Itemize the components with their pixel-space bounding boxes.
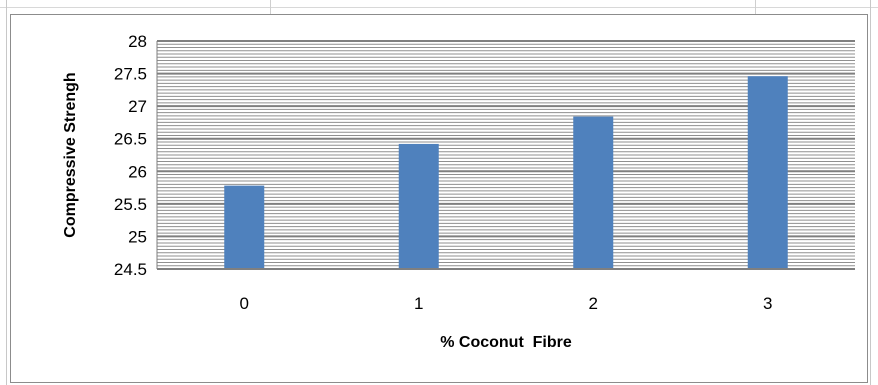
y-tick-label: 24.5 bbox=[114, 260, 147, 279]
document-table-divider bbox=[755, 0, 756, 14]
x-axis-title: % Coconut Fibre bbox=[440, 334, 572, 351]
document-table-divider bbox=[270, 0, 271, 14]
x-tick-labels: 0 1 2 3 bbox=[240, 294, 773, 313]
y-tick-label: 26 bbox=[128, 162, 147, 181]
y-axis-title: Compressive Strengh bbox=[62, 72, 79, 237]
bar-series bbox=[224, 76, 788, 270]
x-tick-label: 1 bbox=[414, 294, 423, 313]
bar-2 bbox=[573, 116, 614, 270]
bar-1 bbox=[398, 143, 439, 269]
cropped-heading-fragment bbox=[460, 0, 700, 8]
y-tick-label: 25.5 bbox=[114, 195, 147, 214]
chart-area: 24.5 25 25.5 26 26.5 27 27.5 28 0 1 2 3 % Coconut … bbox=[10, 14, 868, 383]
y-tick-label: 25 bbox=[128, 227, 147, 246]
y-tick-labels: 24.5 25 25.5 26 26.5 27 27.5 28 bbox=[114, 32, 147, 279]
bar-0 bbox=[224, 185, 265, 269]
y-tick-label: 27 bbox=[128, 97, 147, 116]
x-tick-label: 3 bbox=[763, 294, 772, 313]
document-table-line-top bbox=[0, 7, 878, 8]
document-table-right-border bbox=[870, 0, 871, 385]
bar-3 bbox=[747, 76, 788, 269]
bar-chart: 24.5 25 25.5 26 26.5 27 27.5 28 0 1 2 3 % Coconut … bbox=[62, 32, 855, 351]
y-tick-label: 27.5 bbox=[114, 65, 147, 84]
y-tick-label: 28 bbox=[128, 32, 147, 51]
x-tick-label: 0 bbox=[240, 294, 249, 313]
document-table-left-border bbox=[6, 0, 7, 385]
x-tick-label: 2 bbox=[589, 294, 598, 313]
y-tick-label: 26.5 bbox=[114, 130, 147, 149]
